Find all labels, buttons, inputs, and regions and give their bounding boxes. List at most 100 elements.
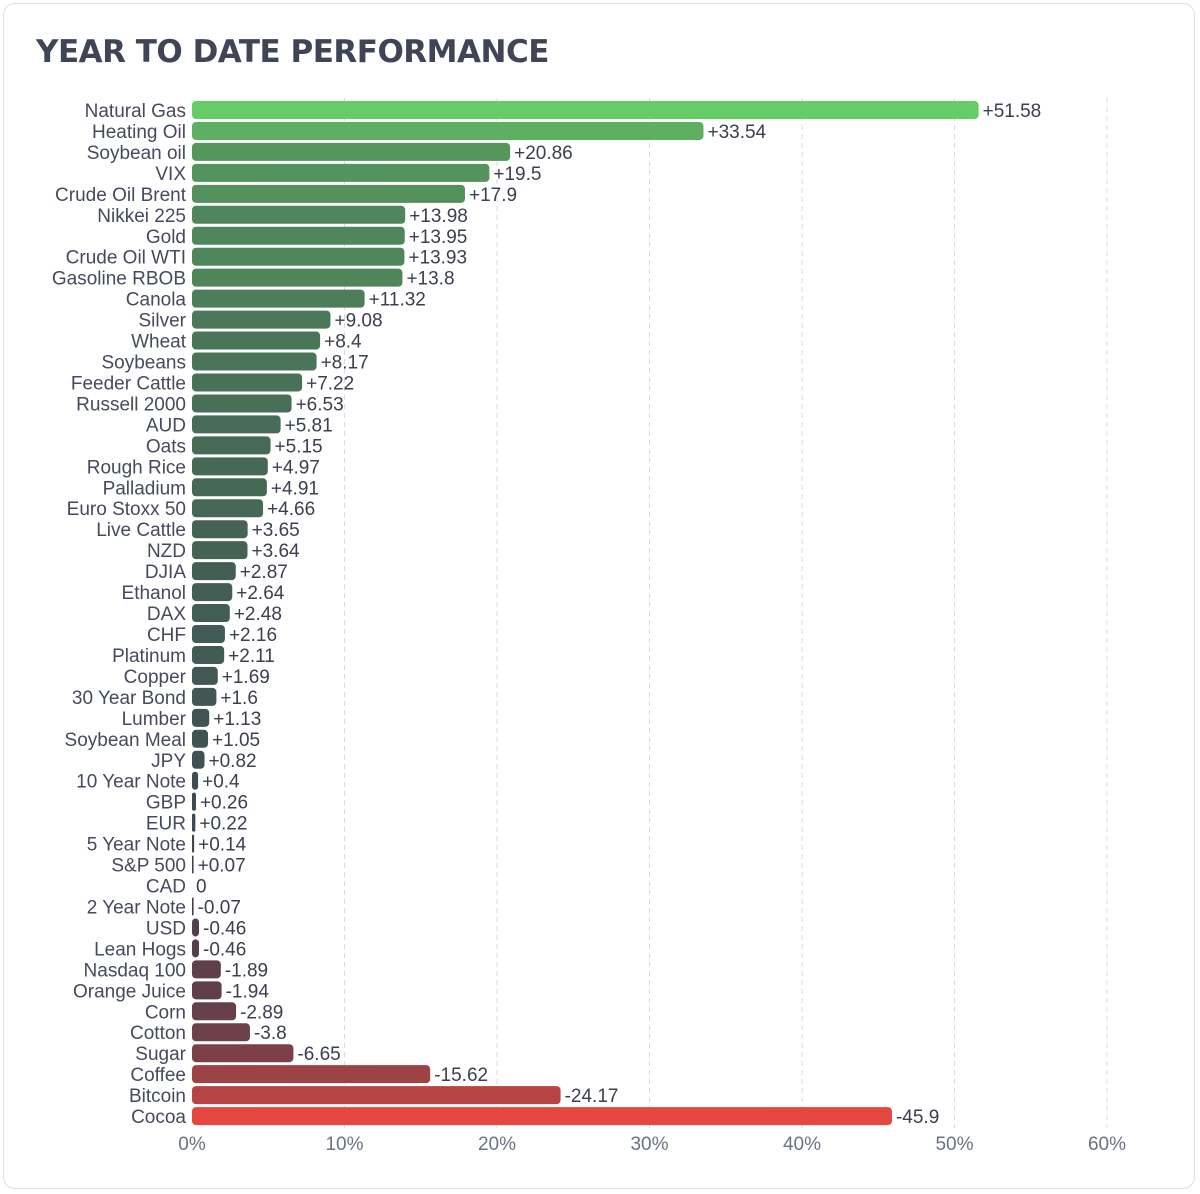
category-label: Feeder Cattle bbox=[71, 373, 186, 394]
x-tick-label: 50% bbox=[935, 1134, 973, 1155]
category-label: Crude Oil WTI bbox=[66, 248, 186, 269]
category-label: 5 Year Note bbox=[87, 835, 186, 856]
category-label: Nikkei 225 bbox=[97, 206, 186, 227]
category-label: DAX bbox=[147, 604, 186, 625]
value-label: +2.16 bbox=[229, 625, 277, 646]
value-label: +1.13 bbox=[213, 709, 261, 730]
category-label: Copper bbox=[124, 667, 187, 688]
bar bbox=[192, 394, 292, 413]
bar bbox=[192, 771, 199, 790]
chart-title: YEAR TO DATE PERFORMANCE bbox=[36, 34, 549, 70]
value-label: +13.8 bbox=[406, 269, 454, 290]
category-label: Gold bbox=[146, 227, 186, 248]
value-label: -2.89 bbox=[240, 1002, 283, 1023]
category-label: Heating Oil bbox=[92, 122, 186, 143]
bar bbox=[192, 1086, 561, 1105]
bar bbox=[192, 101, 979, 119]
value-label: +0.07 bbox=[198, 856, 246, 877]
bar bbox=[192, 457, 268, 476]
bar bbox=[192, 918, 200, 937]
value-label: +0.14 bbox=[198, 835, 247, 856]
bar bbox=[192, 1002, 237, 1021]
x-tick-label: 20% bbox=[478, 1134, 516, 1155]
value-label: +19.5 bbox=[493, 164, 541, 185]
value-label: +33.54 bbox=[707, 122, 766, 143]
category-label: Soybean oil bbox=[87, 143, 186, 164]
category-label: Oats bbox=[146, 436, 186, 457]
category-label: USD bbox=[146, 918, 186, 939]
category-label: Bitcoin bbox=[129, 1086, 186, 1107]
x-axis-ticks: 0% 10% 20% 30% 40% 50% 60% bbox=[178, 1134, 1126, 1155]
category-label: GBP bbox=[146, 793, 186, 814]
value-label: +0.26 bbox=[200, 793, 248, 814]
category-label: Corn bbox=[145, 1002, 186, 1023]
value-label: -15.62 bbox=[434, 1065, 488, 1086]
bar bbox=[192, 205, 406, 224]
value-label: +11.32 bbox=[369, 290, 426, 311]
bar bbox=[192, 142, 511, 161]
category-label: CHF bbox=[147, 625, 186, 646]
category-label: Cocoa bbox=[131, 1107, 186, 1128]
grid-lines bbox=[344, 98, 1108, 1128]
category-label: Coffee bbox=[130, 1065, 186, 1086]
bar bbox=[192, 289, 365, 308]
category-label: 30 Year Bond bbox=[72, 688, 186, 709]
category-label: NZD bbox=[147, 541, 186, 562]
category-label: AUD bbox=[146, 415, 186, 436]
category-label: 2 Year Note bbox=[87, 897, 186, 918]
category-label: Live Cattle bbox=[96, 520, 186, 541]
bar bbox=[192, 939, 200, 958]
value-label: -1.89 bbox=[225, 960, 268, 981]
value-label: +13.98 bbox=[409, 206, 468, 227]
category-label: DJIA bbox=[145, 562, 187, 583]
value-label: +2.11 bbox=[228, 646, 275, 667]
bar bbox=[192, 310, 331, 329]
category-label: Soybeans bbox=[101, 353, 186, 374]
x-tick-label: 0% bbox=[178, 1134, 206, 1155]
category-label: Nasdaq 100 bbox=[84, 960, 186, 981]
category-label: Ethanol bbox=[122, 583, 186, 604]
value-label: +2.48 bbox=[234, 604, 282, 625]
bar bbox=[192, 1107, 892, 1126]
value-label: +9.08 bbox=[334, 311, 382, 332]
value-label: -0.07 bbox=[198, 897, 241, 918]
bar bbox=[192, 436, 271, 455]
value-label: -0.46 bbox=[203, 939, 246, 960]
bar bbox=[192, 121, 704, 140]
value-label: +0.82 bbox=[209, 751, 257, 772]
category-label: CAD bbox=[146, 877, 186, 898]
category-label: VIX bbox=[155, 164, 186, 185]
value-label: +8.4 bbox=[324, 332, 362, 353]
x-tick-label: 10% bbox=[325, 1134, 363, 1155]
bar bbox=[192, 834, 195, 853]
category-label: JPY bbox=[151, 751, 186, 772]
bar bbox=[192, 750, 205, 769]
value-label: +20.86 bbox=[514, 143, 573, 164]
value-label: +51.58 bbox=[983, 101, 1042, 122]
bar bbox=[192, 373, 303, 392]
bar bbox=[192, 708, 210, 727]
x-tick-label: 40% bbox=[783, 1134, 821, 1155]
bar bbox=[192, 163, 490, 182]
bars bbox=[192, 101, 979, 1126]
bar bbox=[192, 352, 317, 371]
value-label: +8.17 bbox=[321, 353, 369, 374]
category-label: Soybean Meal bbox=[65, 730, 186, 751]
bar bbox=[192, 1044, 294, 1063]
bar bbox=[192, 562, 236, 581]
value-label: -0.46 bbox=[203, 918, 246, 939]
bar bbox=[192, 666, 218, 685]
bar bbox=[192, 541, 248, 560]
value-label: -45.9 bbox=[896, 1107, 939, 1128]
bar bbox=[192, 855, 194, 874]
bar bbox=[192, 268, 403, 287]
category-label: Cotton bbox=[130, 1023, 186, 1044]
value-label: +5.81 bbox=[285, 415, 333, 436]
bar bbox=[192, 520, 248, 539]
category-label: 10 Year Note bbox=[76, 772, 186, 793]
value-label: +13.95 bbox=[409, 227, 468, 248]
bar bbox=[192, 415, 281, 434]
value-label: +0.22 bbox=[199, 814, 247, 835]
